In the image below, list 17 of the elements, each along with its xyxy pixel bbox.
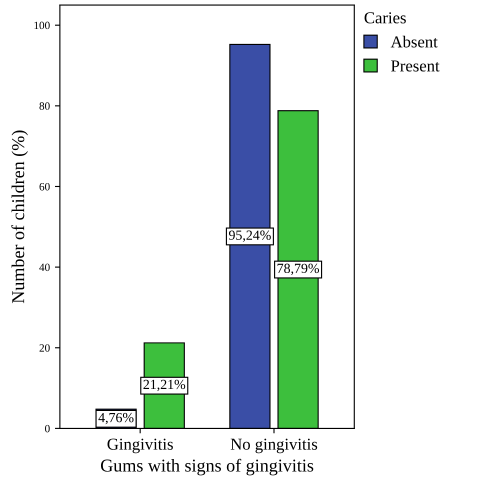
data-label: 4,76%	[98, 412, 134, 424]
y-tick-label: 20	[40, 344, 50, 352]
data-label: 21,21%	[143, 380, 186, 392]
x-tick-label: Gingivitis	[108, 438, 173, 454]
legend-label: Absent	[390, 36, 438, 48]
y-tick-label: 0	[45, 424, 50, 432]
y-tick-label: 80	[39, 102, 50, 110]
x-axis-title: Gums with signs of gingivitis	[100, 458, 314, 476]
legend-label: Present	[391, 60, 440, 72]
x-tick-label: No gingivitis	[230, 438, 318, 454]
y-tick-label: 100	[34, 22, 50, 30]
y-tick-label: 60	[40, 182, 50, 190]
data-label: 95,24%	[228, 230, 271, 242]
data-label: 78,79%	[278, 264, 320, 276]
y-tick-label: 40	[39, 264, 50, 272]
legend-title: Caries	[364, 12, 406, 24]
y-axis-title: Number of children (%)	[11, 130, 28, 304]
